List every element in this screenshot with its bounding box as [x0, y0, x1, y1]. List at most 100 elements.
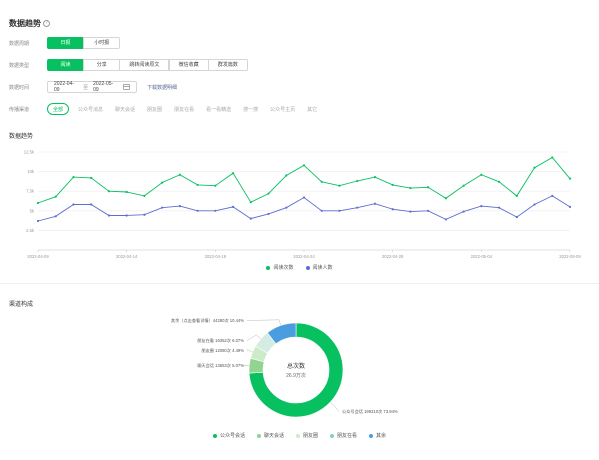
data-point[interactable] — [444, 218, 447, 221]
type-option-read[interactable]: 阅读 — [47, 59, 84, 71]
label-leader-line — [246, 319, 282, 326]
data-point[interactable] — [249, 201, 252, 204]
data-point[interactable] — [90, 176, 93, 179]
help-icon[interactable]: ? — [43, 19, 50, 27]
data-point[interactable] — [161, 181, 164, 184]
data-point[interactable] — [107, 214, 111, 217]
data-point[interactable] — [107, 190, 111, 193]
data-point[interactable] — [36, 201, 40, 205]
data-point[interactable] — [143, 194, 146, 198]
pie-legend: 公众号会话 聊天会话 朋友圈 朋友在看 其余 — [0, 432, 599, 439]
data-point[interactable] — [444, 197, 447, 200]
data-point[interactable] — [320, 180, 323, 183]
donut-slice-0[interactable] — [248, 322, 344, 418]
data-point[interactable] — [90, 203, 93, 206]
data-point[interactable] — [462, 210, 465, 213]
data-point[interactable] — [285, 206, 288, 209]
label-leader-line — [243, 364, 250, 366]
data-point[interactable] — [427, 209, 430, 212]
pie-legend-item-chat[interactable]: 聊天会话 — [256, 432, 284, 439]
data-point[interactable] — [267, 212, 270, 216]
channel-chip-search[interactable]: 搜一搜 — [243, 106, 259, 113]
data-point[interactable] — [533, 203, 536, 206]
channel-chip-moments[interactable]: 朋友圈 — [147, 106, 163, 113]
data-point[interactable] — [338, 184, 341, 187]
data-point[interactable] — [391, 208, 394, 211]
pie-legend-item-moments[interactable]: 朋友圈 — [295, 432, 318, 439]
data-point[interactable] — [196, 209, 199, 212]
channel-donut-chart: 公众号会话 199210次 73.94% 聊天会话 13653次 5.07% 朋友圈… — [171, 317, 398, 418]
data-point[interactable] — [125, 190, 128, 194]
data-point[interactable] — [214, 184, 217, 187]
data-point[interactable] — [551, 194, 554, 198]
data-point[interactable] — [178, 204, 181, 208]
channel-chip-account-home[interactable]: 公众号主页 — [270, 106, 296, 113]
channel-chip-chat[interactable]: 聊天会话 — [115, 106, 136, 113]
type-option-read-original[interactable]: 跳转阅读原文 — [119, 59, 170, 71]
data-point[interactable] — [568, 177, 572, 180]
data-point[interactable] — [125, 214, 128, 217]
data-point[interactable] — [249, 217, 252, 220]
pie-legend-dot-other — [369, 433, 374, 438]
type-segmented-control: 阅读 分享 跳转阅读原文 微信收藏 群发篇数 — [47, 59, 248, 71]
data-point[interactable] — [568, 205, 572, 208]
data-point[interactable] — [497, 180, 501, 183]
data-point[interactable] — [480, 173, 483, 176]
data-point[interactable] — [515, 194, 518, 198]
data-point[interactable] — [373, 175, 377, 179]
data-point[interactable] — [409, 186, 412, 190]
data-point[interactable] — [409, 210, 412, 213]
data-point[interactable] — [302, 196, 306, 199]
channel-chip-friends-watching[interactable]: 朋友在看 — [174, 106, 195, 113]
period-option-hourly[interactable]: 小时报 — [83, 37, 121, 49]
data-point[interactable] — [36, 219, 40, 223]
channel-chips: 全部 公众号消息 聊天会话 朋友圈 朋友在看 看一看精选 搜一搜 公众号主页 其… — [47, 103, 329, 115]
type-option-favorite[interactable]: 微信收藏 — [168, 59, 209, 71]
data-point[interactable] — [356, 206, 359, 209]
pie-legend-item-account-chat[interactable]: 公众号会话 — [212, 432, 245, 439]
data-point[interactable] — [72, 203, 75, 206]
legend-dot-read-count — [266, 265, 271, 270]
data-point[interactable] — [231, 172, 235, 175]
legend-item-reader-count[interactable]: 阅读人数 — [305, 264, 333, 271]
period-option-daily[interactable]: 日报 — [47, 37, 84, 49]
data-point[interactable] — [356, 179, 359, 183]
date-range-picker[interactable]: 2022-04-09 至 2022-05-09 — [47, 81, 137, 93]
data-point[interactable] — [427, 186, 430, 189]
data-point[interactable] — [462, 184, 465, 187]
donut-slice-4[interactable] — [266, 322, 297, 345]
data-point[interactable] — [391, 183, 394, 187]
type-option-posts[interactable]: 群发篇数 — [207, 59, 248, 71]
legend-item-read-count[interactable]: 阅读次数 — [266, 264, 294, 271]
data-point[interactable] — [480, 204, 483, 208]
channel-chip-other[interactable]: 其它 — [307, 106, 318, 113]
data-point[interactable] — [267, 192, 270, 195]
pie-legend-item-other[interactable]: 其余 — [369, 432, 386, 439]
donut-center-title: 总次数 — [287, 362, 305, 370]
data-point[interactable] — [231, 205, 235, 208]
data-point[interactable] — [72, 175, 75, 179]
data-point[interactable] — [143, 213, 146, 216]
channel-chip-top-stories[interactable]: 看一看精选 — [206, 106, 232, 113]
data-point[interactable] — [302, 164, 306, 167]
data-point[interactable] — [551, 156, 554, 159]
data-point[interactable] — [515, 215, 518, 219]
data-point[interactable] — [285, 174, 288, 177]
data-point[interactable] — [533, 166, 536, 169]
data-point[interactable] — [338, 209, 341, 212]
data-point[interactable] — [178, 173, 181, 176]
data-point[interactable] — [54, 215, 57, 218]
data-point[interactable] — [161, 206, 164, 209]
pie-legend-item-friends-watching[interactable]: 朋友在看 — [330, 432, 357, 439]
data-point[interactable] — [54, 195, 57, 198]
data-point[interactable] — [214, 209, 217, 212]
data-point[interactable] — [320, 209, 323, 212]
channel-chip-account-message[interactable]: 公众号消息 — [78, 106, 104, 113]
data-point[interactable] — [373, 202, 377, 205]
data-point[interactable] — [196, 183, 199, 187]
pie-legend-label-account-chat: 公众号会话 — [219, 433, 245, 439]
download-details-link[interactable]: 下载数据明细 — [147, 85, 178, 91]
channel-chip-all[interactable]: 全部 — [47, 103, 70, 115]
type-option-share[interactable]: 分享 — [83, 59, 121, 71]
data-point[interactable] — [497, 206, 501, 209]
